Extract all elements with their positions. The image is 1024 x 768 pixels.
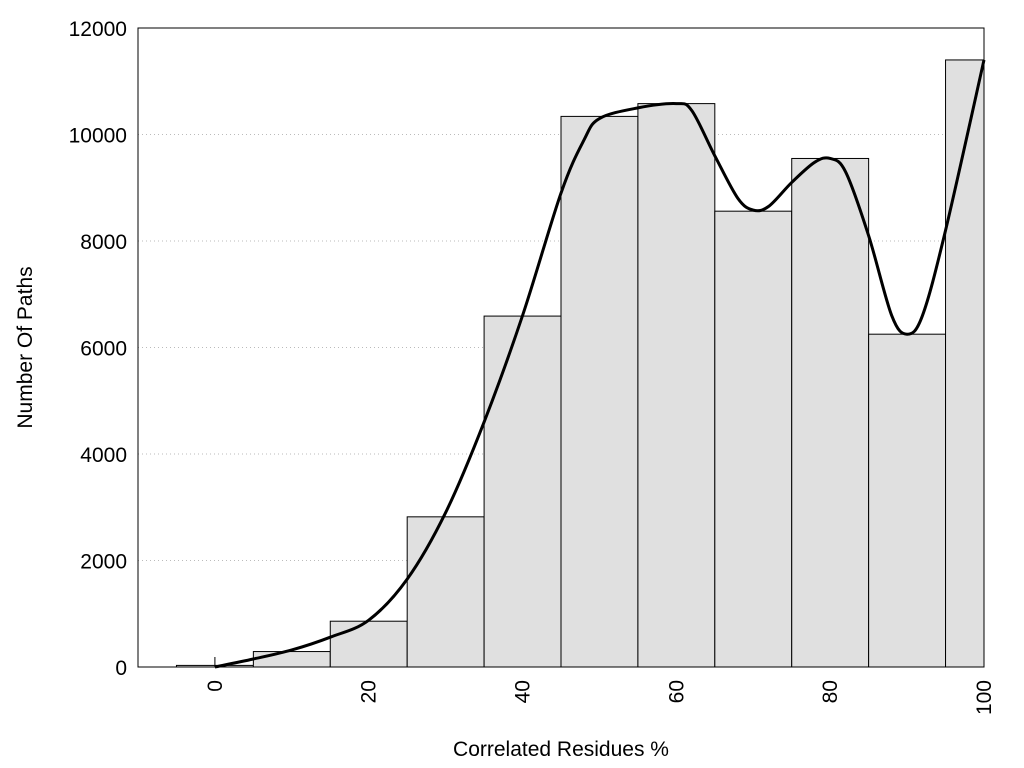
y-tick-label: 6000: [80, 338, 127, 361]
histogram-bar: [637, 103, 716, 668]
x-tick-label: 80: [819, 680, 842, 703]
histogram-bar: [868, 333, 947, 668]
x-axis-title: Correlated Residues %: [453, 738, 669, 761]
x-tick-label: 60: [665, 680, 688, 703]
y-tick-label: 10000: [69, 125, 127, 148]
y-tick-label: 12000: [69, 18, 127, 41]
histogram-bar: [406, 516, 485, 668]
y-tick-label: 0: [115, 657, 127, 680]
x-tick-label: 40: [512, 680, 535, 703]
x-tick-label: 0: [204, 680, 227, 692]
histogram-bar: [483, 315, 562, 668]
histogram-bar: [560, 115, 639, 668]
y-tick-label: 2000: [80, 551, 127, 574]
y-tick-label: 8000: [80, 231, 127, 254]
x-tick-label: 100: [973, 680, 996, 715]
y-tick-label: 4000: [80, 444, 127, 467]
x-tick-label: 20: [358, 680, 381, 703]
y-axis-title: Number Of Paths: [14, 266, 37, 428]
histogram-bar: [945, 59, 985, 668]
histogram-bar: [791, 157, 870, 668]
density-curve: [214, 59, 986, 669]
histogram-bar: [252, 651, 331, 668]
histogram-bar: [329, 620, 408, 668]
histogram-bar: [714, 210, 793, 668]
plot-frame: [137, 27, 985, 668]
